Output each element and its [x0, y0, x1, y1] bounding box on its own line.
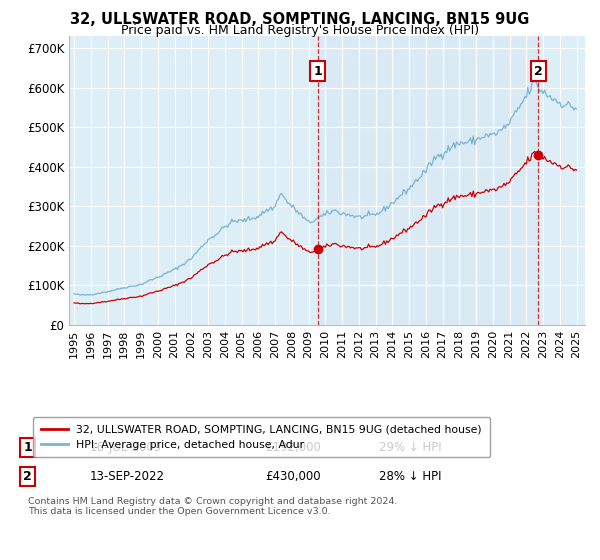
Bar: [317, 36, 538, 325]
Text: 13-SEP-2022: 13-SEP-2022: [89, 470, 164, 483]
Text: Contains HM Land Registry data © Crown copyright and database right 2024.
This d: Contains HM Land Registry data © Crown c…: [28, 497, 397, 516]
Text: 2: 2: [23, 470, 32, 483]
Legend: 32, ULLSWATER ROAD, SOMPTING, LANCING, BN15 9UG (detached house), HPI: Average p: 32, ULLSWATER ROAD, SOMPTING, LANCING, B…: [33, 417, 490, 458]
Text: 2: 2: [534, 64, 542, 77]
Text: 32, ULLSWATER ROAD, SOMPTING, LANCING, BN15 9UG: 32, ULLSWATER ROAD, SOMPTING, LANCING, B…: [70, 12, 530, 27]
Text: 1: 1: [313, 64, 322, 77]
Text: £430,000: £430,000: [265, 470, 321, 483]
Text: 28% ↓ HPI: 28% ↓ HPI: [379, 470, 441, 483]
Text: 29% ↓ HPI: 29% ↓ HPI: [379, 441, 441, 454]
Text: £192,000: £192,000: [265, 441, 321, 454]
Text: 1: 1: [23, 441, 32, 454]
Text: Price paid vs. HM Land Registry's House Price Index (HPI): Price paid vs. HM Land Registry's House …: [121, 24, 479, 36]
Text: 16-JUL-2009: 16-JUL-2009: [89, 441, 162, 454]
